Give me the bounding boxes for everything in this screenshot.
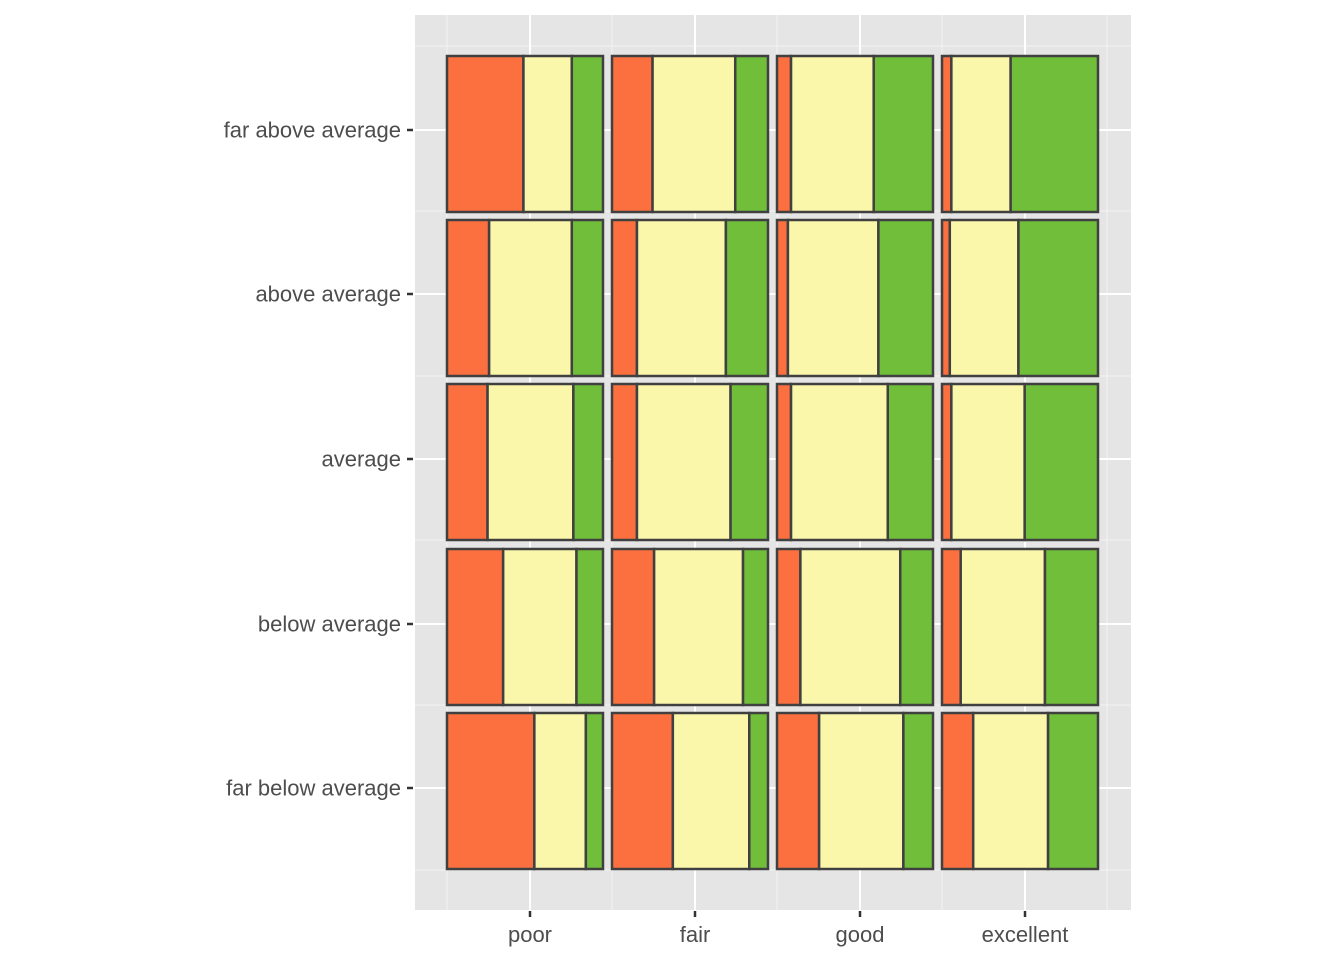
tile-fair-far-above-average-high xyxy=(733,54,770,214)
tile-fair-above-average-high xyxy=(724,218,770,378)
tile-excellent-far-below-average-mid xyxy=(971,711,1050,871)
tile-excellent-far-below-average-high xyxy=(1046,711,1100,871)
tile-poor-far-above-average-low xyxy=(445,54,525,214)
tile-poor-average-high xyxy=(572,382,605,542)
tile-poor-average-low xyxy=(445,382,489,542)
tile-good-far-above-average-low xyxy=(775,54,793,214)
tile-good-average-low xyxy=(775,382,793,542)
x-axis: poor fair good excellent xyxy=(508,911,1068,947)
tile-fair-average-high xyxy=(729,382,770,542)
tile-poor-average-mid xyxy=(486,382,575,542)
tile-good-far-above-average-mid xyxy=(789,54,875,214)
tile-excellent-average-high xyxy=(1023,382,1100,542)
tile-excellent-above-average-high xyxy=(1017,218,1100,378)
y-tick-label-below-average: below average xyxy=(258,612,401,637)
tile-excellent-far-above-average-high xyxy=(1009,54,1100,214)
tile-fair-far-below-average-high xyxy=(748,711,770,871)
tile-poor-below-average-high xyxy=(575,547,605,707)
mosaic-cells xyxy=(445,54,1100,871)
x-tick-label-fair: fair xyxy=(680,922,711,947)
tile-poor-above-average-mid xyxy=(487,218,574,378)
tile-poor-far-below-average-mid xyxy=(533,711,588,871)
tile-good-below-average-mid xyxy=(799,547,902,707)
tile-poor-above-average-low xyxy=(445,218,491,378)
tile-good-far-below-average-mid xyxy=(817,711,905,871)
tile-fair-below-average-mid xyxy=(652,547,745,707)
x-tick-label-good: good xyxy=(836,922,885,947)
tile-good-above-average-low xyxy=(775,218,790,378)
tile-poor-below-average-mid xyxy=(501,547,578,707)
y-tick-label-far-above-average: far above average xyxy=(224,118,401,143)
tile-excellent-average-low xyxy=(940,382,953,542)
tile-excellent-far-above-average-low xyxy=(940,54,953,214)
tile-fair-below-average-high xyxy=(741,547,770,707)
tile-good-above-average-mid xyxy=(786,218,880,378)
tile-excellent-below-average-high xyxy=(1043,547,1100,707)
tile-excellent-below-average-mid xyxy=(959,547,1047,707)
tile-fair-above-average-mid xyxy=(635,218,728,378)
tile-good-average-mid xyxy=(789,382,890,542)
tile-fair-average-low xyxy=(610,382,639,542)
tile-good-far-above-average-high xyxy=(872,54,935,214)
tile-excellent-average-mid xyxy=(950,382,1026,542)
y-axis: far below average below average average abo… xyxy=(224,118,413,801)
tile-poor-far-below-average-low xyxy=(445,711,536,871)
tile-poor-far-below-average-high xyxy=(584,711,605,871)
tile-excellent-below-average-low xyxy=(940,547,962,707)
tile-fair-above-average-low xyxy=(610,218,639,378)
tile-poor-above-average-high xyxy=(570,218,605,378)
x-tick-label-poor: poor xyxy=(508,922,552,947)
y-tick-label-average: average xyxy=(321,447,401,472)
tile-good-far-below-average-high xyxy=(902,711,935,871)
tile-good-below-average-low xyxy=(775,547,802,707)
tile-fair-far-below-average-mid xyxy=(671,711,751,871)
tile-fair-far-above-average-low xyxy=(610,54,654,214)
tile-poor-far-above-average-high xyxy=(570,54,605,214)
tile-fair-average-mid xyxy=(635,382,732,542)
tile-fair-far-above-average-mid xyxy=(651,54,737,214)
tile-poor-far-above-average-mid xyxy=(522,54,574,214)
tile-good-far-below-average-low xyxy=(775,711,821,871)
y-tick-label-above-average: above average xyxy=(255,282,401,307)
tile-good-above-average-high xyxy=(877,218,935,378)
tile-fair-below-average-low xyxy=(610,547,656,707)
tile-excellent-far-above-average-mid xyxy=(950,54,1012,214)
tile-fair-far-below-average-low xyxy=(610,711,675,871)
x-tick-label-excellent: excellent xyxy=(982,922,1069,947)
y-tick-label-far-below-average: far below average xyxy=(226,776,401,801)
tile-good-average-high xyxy=(886,382,935,542)
tile-excellent-above-average-mid xyxy=(948,218,1020,378)
tile-excellent-far-below-average-low xyxy=(940,711,975,871)
tile-good-below-average-high xyxy=(898,547,935,707)
tile-poor-below-average-low xyxy=(445,547,505,707)
